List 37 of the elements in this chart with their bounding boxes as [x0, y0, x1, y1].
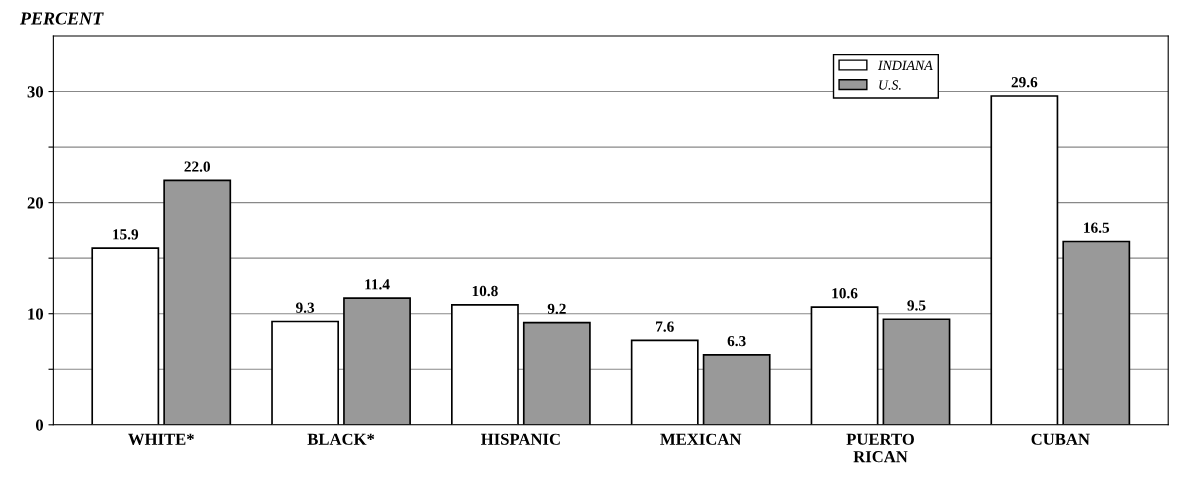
data-label: 15.9 [113, 229, 139, 240]
legend-label: U.S. [879, 80, 901, 90]
bar [522, 321, 591, 425]
x-tick-label: HISPANIC [481, 433, 560, 445]
x-tick-label: PUERTO RICAN [846, 433, 914, 463]
data-label: 11.4 [365, 279, 390, 290]
x-tick-label: MEXICAN [660, 433, 742, 445]
bar [990, 95, 1059, 425]
y-tick-label: 0 [35, 419, 44, 431]
bar [810, 306, 879, 425]
data-label: 22.0 [184, 161, 211, 172]
data-label: 9.5 [907, 300, 926, 311]
bar [630, 339, 699, 425]
bar [1062, 240, 1131, 425]
data-label: 29.6 [1011, 77, 1038, 88]
bar [91, 247, 160, 425]
y-tick-label: 10 [28, 308, 44, 320]
legend-label: INDIANA [877, 60, 933, 70]
data-label: 9.3 [295, 302, 315, 313]
bar [271, 320, 340, 425]
data-label: 9.2 [547, 303, 566, 315]
data-label: 10.8 [472, 285, 498, 297]
y-axis-title: PERCENT [19, 12, 104, 25]
bar [163, 179, 232, 425]
data-label: 16.5 [1084, 222, 1110, 233]
bar [343, 297, 411, 425]
data-label: 10.6 [832, 288, 858, 299]
x-tick-label: WHITE* [128, 433, 194, 445]
data-label: 6.3 [727, 335, 746, 347]
bar [451, 303, 519, 425]
bar [702, 353, 771, 425]
y-tick-label: 30 [27, 86, 44, 98]
bar [882, 318, 951, 425]
x-tick-label: CUBAN [1031, 433, 1090, 445]
data-label: 7.6 [656, 321, 674, 332]
y-tick-label: 20 [27, 197, 44, 209]
x-tick-label: BLACK* [307, 433, 375, 445]
